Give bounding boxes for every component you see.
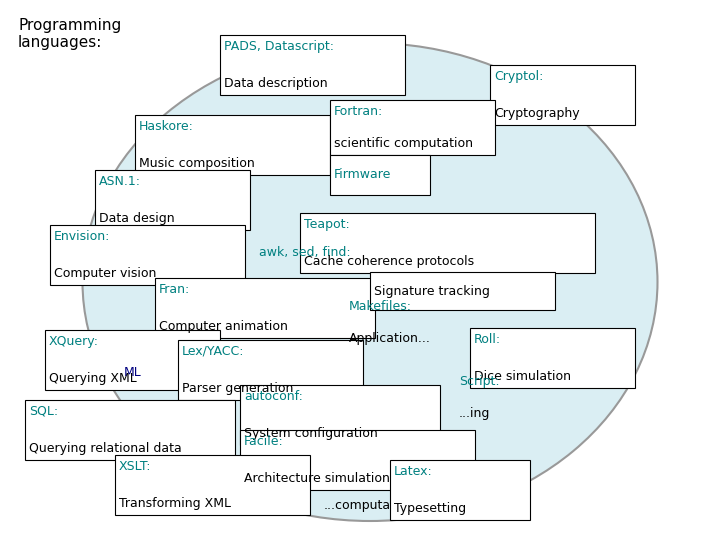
Text: ASN.1:: ASN.1:: [99, 175, 141, 188]
Text: Facile:: Facile:: [244, 435, 284, 448]
FancyBboxPatch shape: [390, 460, 530, 520]
FancyBboxPatch shape: [220, 35, 405, 95]
Text: Cache coherence protocols: Cache coherence protocols: [304, 255, 474, 268]
Text: Fran:: Fran:: [159, 283, 190, 296]
Text: Fortran:: Fortran:: [334, 105, 383, 118]
Text: Cryptography: Cryptography: [494, 107, 580, 120]
Text: Computer animation: Computer animation: [159, 320, 288, 333]
FancyBboxPatch shape: [95, 170, 250, 230]
Text: scientific computation: scientific computation: [334, 137, 473, 150]
Text: Computer vision: Computer vision: [54, 267, 156, 280]
FancyBboxPatch shape: [330, 100, 495, 155]
FancyBboxPatch shape: [135, 115, 330, 175]
Text: Typesetting: Typesetting: [394, 502, 466, 515]
Text: Dice simulation: Dice simulation: [474, 370, 571, 383]
Text: Querying relational data: Querying relational data: [29, 442, 181, 455]
Text: autoconf:: autoconf:: [244, 390, 303, 403]
Text: PADS, Datascript:: PADS, Datascript:: [224, 40, 334, 53]
Text: System configuration: System configuration: [244, 427, 378, 440]
Text: Data design: Data design: [99, 212, 175, 225]
Text: Application...: Application...: [349, 332, 431, 345]
Text: ML: ML: [124, 367, 142, 380]
FancyBboxPatch shape: [25, 400, 235, 460]
FancyBboxPatch shape: [178, 340, 363, 400]
Text: Programming
languages:: Programming languages:: [18, 18, 121, 50]
Text: Transforming XML: Transforming XML: [119, 497, 231, 510]
FancyBboxPatch shape: [240, 430, 475, 490]
Text: Cryptol:: Cryptol:: [494, 70, 544, 83]
FancyBboxPatch shape: [155, 278, 375, 338]
Text: XQuery:: XQuery:: [49, 335, 99, 348]
Text: Music composition: Music composition: [139, 157, 255, 170]
Text: Makefiles:: Makefiles:: [349, 300, 412, 313]
Text: Roll:: Roll:: [474, 333, 501, 346]
FancyBboxPatch shape: [240, 385, 440, 445]
Text: Querying XML: Querying XML: [49, 372, 137, 385]
FancyBboxPatch shape: [490, 65, 635, 125]
FancyBboxPatch shape: [330, 155, 430, 195]
Text: Lex/YACC:: Lex/YACC:: [182, 345, 245, 358]
Text: Envision:: Envision:: [54, 230, 110, 243]
Text: Haskore:: Haskore:: [139, 120, 194, 133]
Text: Script:: Script:: [459, 375, 500, 388]
FancyBboxPatch shape: [50, 225, 245, 285]
FancyBboxPatch shape: [115, 455, 310, 515]
Text: XSLT:: XSLT:: [119, 460, 151, 473]
Text: Firmware: Firmware: [334, 168, 392, 181]
FancyBboxPatch shape: [370, 272, 555, 310]
Text: Architecture simulation: Architecture simulation: [244, 472, 390, 485]
Text: Teapot:: Teapot:: [304, 218, 350, 231]
FancyBboxPatch shape: [45, 330, 220, 390]
Text: Latex:: Latex:: [394, 465, 433, 478]
Text: Data description: Data description: [224, 77, 328, 90]
FancyBboxPatch shape: [300, 213, 595, 273]
Text: Parser generation: Parser generation: [182, 382, 293, 395]
Text: awk, sed, find:: awk, sed, find:: [259, 246, 351, 259]
Text: Signature tracking: Signature tracking: [374, 285, 490, 298]
Text: SQL:: SQL:: [29, 405, 58, 418]
Text: ...ing: ...ing: [459, 407, 490, 420]
FancyBboxPatch shape: [470, 328, 635, 388]
Text: ...computa: ...computa: [324, 499, 391, 512]
Ellipse shape: [83, 43, 657, 521]
